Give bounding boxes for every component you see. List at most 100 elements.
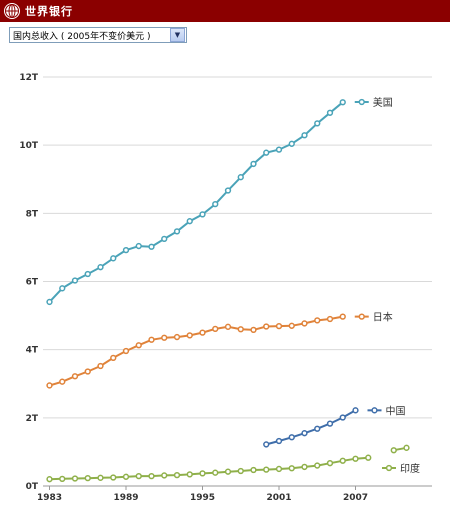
series-japan-point [224, 323, 232, 330]
series-us-point [224, 187, 232, 194]
series-us-point [148, 243, 155, 250]
series-india-point [212, 469, 219, 476]
series-us-point [46, 298, 53, 306]
series-japan-point [275, 322, 283, 330]
series-india-point [237, 467, 244, 475]
series-japan-legend-label: 日本 [373, 311, 393, 324]
series-us-point [122, 246, 130, 254]
series-us-point [212, 200, 219, 208]
header-bar: 世界银行 [0, 0, 450, 22]
series-us-point [135, 242, 142, 250]
series-japan-point [301, 320, 308, 327]
series-us-point [173, 228, 181, 235]
series-china-point [326, 420, 334, 427]
series-india-point [250, 466, 257, 474]
series-japan-point [110, 354, 117, 361]
series-japan-point [186, 332, 193, 339]
series-india-point [403, 444, 410, 451]
series-japan-point [212, 325, 219, 333]
indicator-select[interactable]: 国内总收入 ( 2005年不变价美元 ) ▼ [9, 27, 187, 43]
y-tick-label: 6T [26, 278, 39, 288]
y-tick-label: 12T [19, 73, 39, 83]
series-india-legend-label: 印度 [400, 462, 420, 475]
brand-title: 世界银行 [25, 5, 73, 18]
series-us-point [59, 285, 66, 292]
series-japan-legend-marker [358, 313, 365, 320]
series-japan-point [314, 317, 321, 324]
series-india-legend-marker [385, 464, 393, 472]
series-us-point [250, 160, 257, 168]
series-india-point [59, 475, 66, 482]
series-us-point [288, 140, 295, 147]
series-us-point [301, 132, 308, 139]
series-japan-point [288, 322, 295, 329]
series-india-point [390, 447, 397, 454]
globe-icon[interactable] [3, 2, 21, 20]
y-tick-label: 8T [26, 209, 39, 219]
series-japan-point [161, 334, 168, 341]
indicator-select-value: 国内总收入 ( 2005年不变价美元 ) [13, 31, 151, 42]
x-tick-label: 1995 [190, 493, 215, 503]
series-us-legend-marker [358, 98, 365, 106]
series-japan-point [339, 313, 346, 320]
series-india-point [84, 475, 91, 482]
series-india-point [186, 471, 193, 478]
series-india-point [339, 457, 346, 464]
series-india-point [161, 472, 168, 479]
x-tick-label: 2001 [266, 493, 291, 503]
chevron-down-icon[interactable]: ▼ [170, 28, 185, 42]
series-us-point [263, 149, 270, 156]
series-us-legend-label: 美国 [373, 96, 393, 109]
series-japan-point [173, 333, 181, 341]
series-us-point [110, 255, 117, 262]
series-india-point [288, 465, 295, 472]
series-japan-point [59, 378, 66, 385]
series-india-point [199, 470, 206, 477]
series-japan-point [71, 373, 79, 380]
series-us-point [84, 270, 91, 278]
x-tick-label: 1989 [113, 493, 138, 503]
series-china-point [275, 437, 283, 445]
series-japan-point [135, 342, 142, 349]
series-japan-point [199, 329, 206, 336]
y-tick-label: 2T [26, 414, 39, 424]
series-india-point [71, 475, 79, 482]
series-us-line [48, 101, 344, 303]
x-tick-label: 2007 [343, 493, 368, 503]
series-us-point [97, 264, 104, 271]
series-china-point [263, 441, 270, 448]
series-japan-point [250, 326, 257, 334]
series-us-point [326, 109, 334, 116]
series-us-point [237, 174, 244, 181]
series-us-point [71, 277, 79, 284]
series-japan-point [263, 323, 270, 330]
series-china-point [288, 434, 295, 441]
series-india-point [275, 465, 283, 473]
series-us-point [199, 211, 206, 218]
series-china-point [314, 425, 321, 432]
y-tick-label: 4T [26, 346, 39, 356]
series-japan-line [49, 315, 343, 387]
series-us-point [314, 120, 321, 127]
series-india-point [352, 455, 359, 462]
series-india-line [49, 456, 369, 481]
series-india-point [224, 468, 232, 475]
series-india-point [263, 466, 270, 473]
series-japan-point [326, 315, 334, 323]
series-india-point [326, 460, 334, 467]
series-japan-point [237, 326, 244, 333]
y-tick-label: 10T [19, 141, 39, 151]
series-india-point [46, 476, 53, 483]
series-japan-point [148, 336, 155, 343]
series-japan-point [46, 382, 53, 389]
series-india-point [135, 472, 142, 480]
series-china-legend-marker [371, 407, 378, 414]
series-us-point [275, 146, 283, 153]
series-us-point [186, 218, 193, 225]
series-india-point [365, 454, 372, 461]
series-china-legend-label: 中国 [386, 404, 406, 417]
series-china-point [339, 414, 346, 421]
x-tick-label: 1983 [37, 493, 62, 503]
series-us-point [339, 99, 346, 106]
